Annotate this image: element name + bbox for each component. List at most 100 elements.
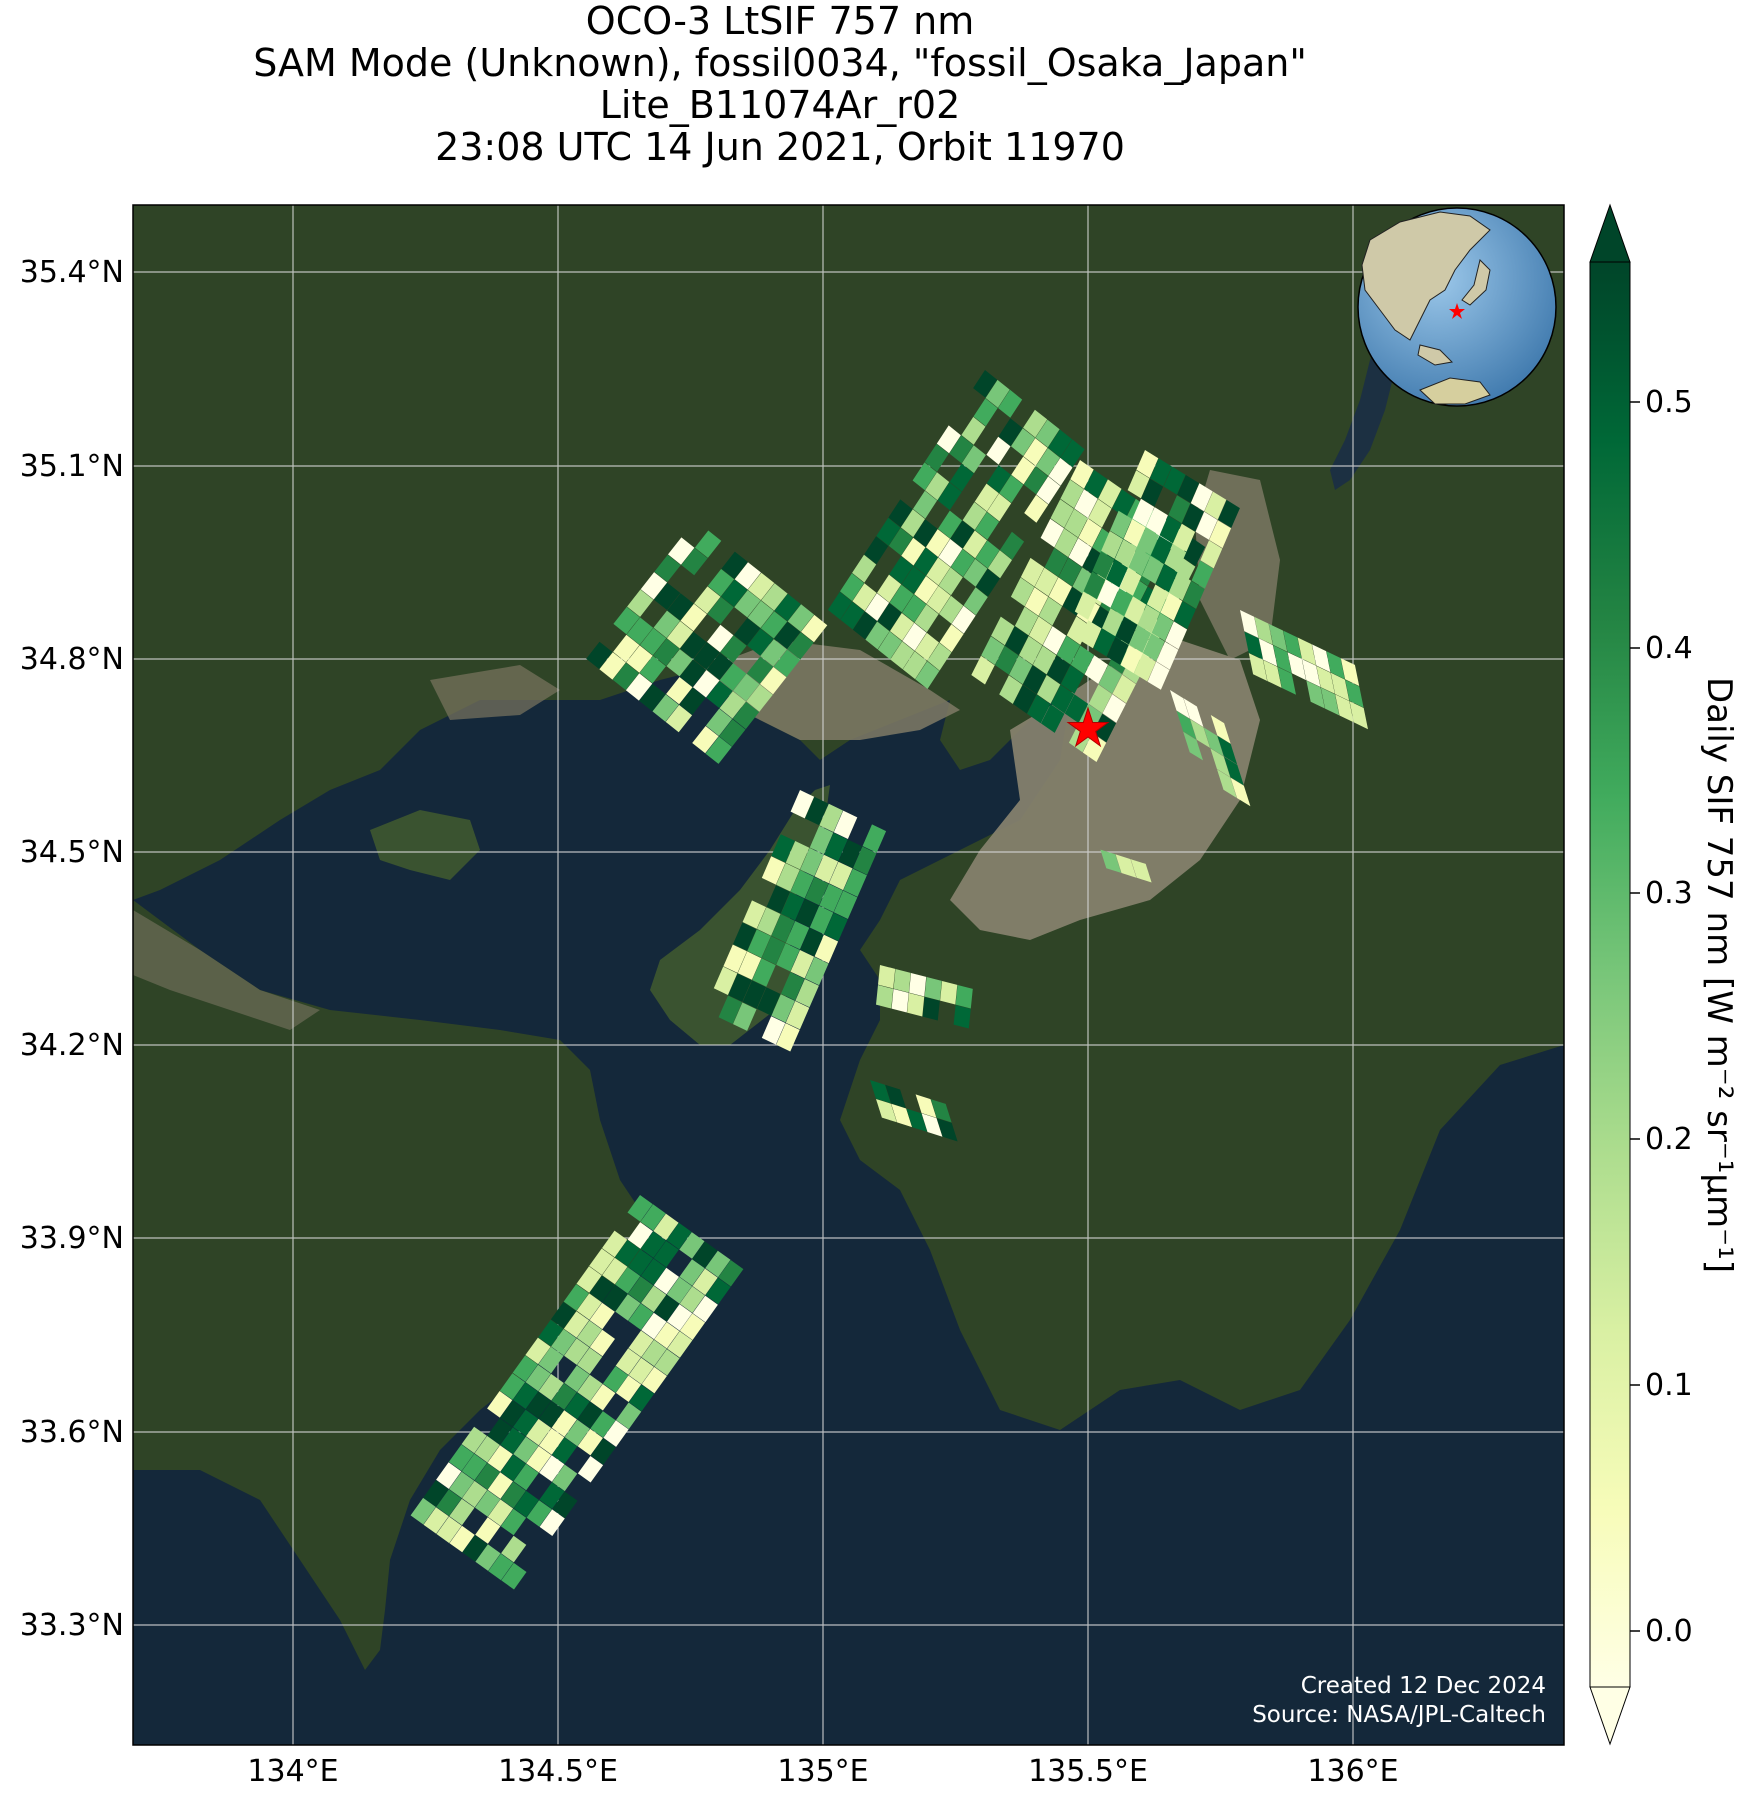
sif-sounding-pixel — [576, 1293, 602, 1320]
sif-sounding-pixel — [666, 621, 694, 649]
sif-sounding-pixel — [718, 1260, 744, 1287]
colorbar-label: Daily SIF 757 nm [W m⁻² sr⁻¹µm⁻¹] — [1699, 677, 1739, 1273]
sif-sounding-pixel — [1079, 620, 1102, 649]
sif-sounding-pixel — [475, 1517, 501, 1544]
sif-sounding-pixel — [552, 1464, 578, 1492]
sif-sounding-pixel — [732, 701, 760, 730]
sif-sounding-pixel — [603, 1420, 629, 1447]
sif-sounding-pixel — [551, 1437, 578, 1464]
lat-tick-2: 34.8°N — [20, 642, 124, 677]
sif-sounding-pixel — [693, 670, 720, 698]
sif-sounding-pixel — [877, 603, 902, 631]
sif-sounding-pixel — [436, 1462, 462, 1489]
inset-japan — [1461, 259, 1491, 306]
sif-sounding-pixel — [1123, 519, 1146, 547]
sif-sounding-pixel — [1032, 645, 1057, 675]
sif-sounding-pixel — [961, 416, 986, 445]
lat-tick-3: 34.5°N — [20, 835, 124, 870]
sif-sounding-pixel — [1147, 661, 1170, 690]
sif-sounding-pixel — [641, 1285, 667, 1313]
sif-sounding-pixel — [1048, 577, 1072, 606]
sif-sounding-pixel — [707, 596, 734, 625]
sif-sounding-pixel — [771, 834, 795, 863]
sif-sounding-pixel — [774, 621, 801, 650]
sif-sounding-pixel — [1115, 616, 1138, 645]
sif-sounding-pixel — [627, 1195, 653, 1222]
sif-sounding-pixel — [1110, 588, 1133, 617]
lat-tick-1: 35.1°N — [20, 449, 124, 484]
sif-sounding-pixel — [1345, 679, 1364, 708]
sif-sounding-pixel — [615, 1294, 641, 1321]
sif-sounding-pixel — [538, 1346, 564, 1374]
sif-sounding-pixel — [1224, 756, 1244, 786]
sif-sounding-pixel — [1083, 571, 1106, 600]
sif-sounding-pixel — [1163, 466, 1186, 495]
sif-sounding-pixel — [1210, 715, 1231, 744]
sif-sounding-pixel — [666, 677, 693, 705]
sif-sounding-pixel — [667, 1331, 693, 1358]
sif-sounding-pixel — [1011, 428, 1036, 456]
sif-sounding-pixel — [986, 465, 1011, 493]
sif-sounding-pixel — [628, 1330, 654, 1358]
sif-sounding-pixel — [1217, 735, 1238, 765]
cb-tick-0: 0.0 — [1645, 1614, 1693, 1649]
map-title: OCO-3 LtSIF 757 nm SAM Mode (Unknown), f… — [0, 0, 1560, 168]
sif-sounding-pixel — [1058, 557, 1082, 587]
colorbar-extend-max — [1589, 203, 1631, 263]
lon-tick-labels: 134°E 134.5°E 135°E 135.5°E 136°E — [247, 1754, 1398, 1789]
sif-sounding-pixel — [1349, 701, 1368, 730]
cb-tick-3: 0.3 — [1645, 876, 1693, 911]
sif-sounding-pixel — [962, 530, 987, 559]
sif-sounding-pixel — [640, 572, 668, 600]
sif-sounding-pixel — [719, 719, 746, 747]
sif-sounding-pixel — [1244, 631, 1263, 660]
sif-sounding-pixel — [1273, 645, 1292, 674]
sif-sounding-pixel — [1156, 641, 1179, 670]
sif-sounding-pixel — [824, 912, 848, 942]
sif-sounding-pixel — [625, 673, 653, 701]
sif-sounding-pixel — [640, 1258, 667, 1285]
sif-sounding-pixel — [1181, 537, 1206, 567]
sif-sounding-pixel — [1098, 479, 1122, 509]
sif-sounding-pixel — [912, 462, 937, 491]
sif-sounding-pixel — [720, 635, 747, 663]
sif-sounding-pixel — [526, 1500, 552, 1527]
sif-sounding-pixel — [539, 1509, 565, 1536]
sif-sounding-pixel — [1277, 666, 1296, 695]
inset-australia — [1419, 377, 1491, 405]
sif-sounding-pixel — [902, 594, 927, 623]
sif-sounding-pixel — [590, 1384, 616, 1411]
sif-sounding-pixel — [526, 1446, 552, 1473]
sif-sounding-pixel — [1169, 572, 1192, 601]
sif-sounding-pixel — [893, 969, 911, 993]
sif-sounding-pixel — [773, 649, 801, 677]
sif-sounding-pixel — [1170, 690, 1190, 719]
sif-sounding-pixel — [1134, 653, 1156, 682]
sif-sounding-pixel — [475, 1490, 501, 1517]
sif-sounding-pixel — [1034, 567, 1059, 597]
sif-sounding-pixel — [1074, 591, 1097, 620]
sif-sounding-pixel — [1155, 564, 1178, 593]
sif-sounding-pixel — [563, 1284, 589, 1311]
sif-sounding-pixel — [589, 1302, 615, 1330]
sif-sounding-pixel — [926, 585, 951, 614]
sif-sounding-pixel — [1098, 664, 1122, 694]
sif-sounding-pixel — [734, 562, 761, 590]
sif-sounding-pixel — [1060, 439, 1085, 468]
cb-tick-2: 0.2 — [1645, 1122, 1693, 1157]
sif-sounding-pixel — [1066, 616, 1090, 645]
sif-sounding-pixel — [654, 1349, 680, 1376]
sif-sounding-pixel — [1138, 604, 1160, 633]
sif-sounding-pixel — [1150, 458, 1172, 487]
title-line-3: Lite_B11074Ar_r02 — [599, 83, 961, 127]
sif-sounding-pixel — [876, 1099, 897, 1123]
sif-sounding-pixel — [589, 1248, 615, 1275]
sif-sounding-pixel — [1340, 658, 1360, 686]
sif-sounding-pixel — [603, 1366, 629, 1393]
sif-sounding-pixel — [693, 642, 720, 670]
sif-sounding-pixel — [891, 1103, 912, 1128]
sif-sounding-pixel — [921, 1113, 943, 1137]
sif-sounding-pixel — [963, 558, 988, 587]
sif-sounding-pixel — [1263, 660, 1282, 688]
sif-sounding-pixel — [1088, 684, 1112, 714]
